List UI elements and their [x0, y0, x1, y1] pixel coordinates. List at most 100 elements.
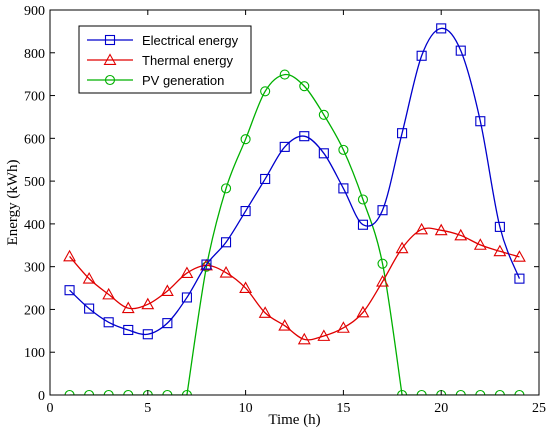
data-point-square	[299, 131, 310, 142]
data-point-square	[260, 173, 271, 185]
data-point-circle	[455, 389, 466, 395]
data-point-square	[416, 50, 427, 61]
data-point-circle	[377, 258, 388, 269]
y-tick-label: 200	[24, 303, 45, 318]
data-point-triangle	[434, 223, 448, 236]
data-point-circle	[494, 389, 505, 395]
data-point-circle	[338, 144, 349, 155]
data-point-triangle	[473, 238, 487, 250]
data-point-circle	[514, 389, 525, 395]
series-layer	[63, 23, 526, 395]
y-tick-label: 800	[24, 47, 45, 62]
y-tick-label: 600	[24, 132, 45, 147]
series-line	[69, 227, 520, 341]
data-point-triangle	[200, 258, 213, 271]
data-point-triangle	[63, 249, 76, 262]
data-point-circle	[123, 389, 134, 395]
series-line	[186, 73, 403, 395]
ticks-layer: 0 5 10 15 20 25 0 100 200 300 400 500 600 700 800 900	[24, 4, 546, 416]
legend-item: Thermal energy	[87, 53, 234, 68]
legend-marker-circle	[104, 74, 116, 86]
data-point-triangle	[415, 222, 429, 235]
data-point-circle	[64, 389, 75, 395]
data-point-square	[84, 303, 95, 314]
data-point-circle	[103, 389, 114, 395]
y-tick-label: 100	[24, 346, 45, 361]
data-point-circle	[84, 389, 95, 395]
y-axis-label: Energy (kWh)	[5, 160, 21, 246]
data-point-circle	[357, 194, 369, 205]
data-point-triangle	[336, 321, 350, 333]
legend-marker-triangle	[103, 53, 117, 65]
data-point-square	[338, 183, 349, 194]
series-line	[69, 27, 521, 336]
data-point-square	[436, 23, 447, 34]
data-point-square	[455, 45, 466, 56]
y-tick-label: 300	[24, 261, 45, 276]
data-point-square	[475, 116, 486, 127]
data-point-square	[103, 317, 114, 328]
x-tick-label: 25	[532, 401, 546, 416]
data-point-square	[494, 221, 505, 232]
data-point-square	[279, 141, 290, 152]
data-point-triangle	[160, 284, 174, 297]
series-circle	[64, 69, 525, 395]
data-point-circle	[397, 389, 408, 395]
data-point-triangle	[454, 228, 468, 241]
data-point-circle	[181, 389, 192, 395]
legend-item: PV generation	[87, 73, 224, 88]
data-point-triangle	[82, 272, 96, 284]
data-point-square	[514, 273, 525, 284]
y-tick-label: 700	[24, 90, 45, 105]
series-square	[64, 23, 525, 340]
data-point-triangle	[317, 329, 331, 341]
plot-frame	[49, 9, 540, 396]
x-tick-label: 20	[434, 401, 448, 416]
data-point-circle	[162, 389, 173, 395]
data-point-circle	[260, 86, 271, 97]
data-point-circle	[318, 109, 329, 120]
y-tick-label: 500	[24, 175, 45, 190]
legend-label: Thermal energy	[142, 53, 234, 68]
data-point-circle	[299, 81, 310, 92]
data-point-triangle	[376, 275, 389, 287]
data-point-square	[142, 329, 153, 340]
legend-item: Electrical energy	[87, 33, 239, 48]
legend-marker-square	[104, 34, 116, 46]
y-tick-label: 900	[24, 4, 45, 19]
data-point-square	[162, 318, 173, 329]
x-axis-label: Time (h)	[268, 412, 320, 428]
data-point-square	[240, 206, 251, 217]
data-point-circle	[279, 69, 290, 80]
data-point-triangle	[513, 250, 526, 262]
legend-label: Electrical energy	[142, 33, 239, 48]
y-tick-label: 0	[38, 389, 45, 404]
data-point-triangle	[180, 266, 194, 279]
data-point-circle	[416, 389, 427, 395]
data-point-square	[201, 259, 212, 270]
data-point-triangle	[297, 332, 311, 345]
data-point-square	[357, 219, 369, 230]
data-point-triangle	[239, 281, 253, 294]
data-point-square	[377, 205, 388, 216]
data-point-triangle	[102, 287, 116, 300]
data-point-triangle	[395, 241, 409, 254]
y-tick-label: 400	[24, 218, 45, 233]
legend-label: PV generation	[142, 73, 224, 88]
x-tick-label: 5	[144, 401, 151, 416]
data-point-triangle	[141, 297, 155, 310]
data-point-square	[220, 237, 232, 248]
data-point-triangle	[356, 305, 370, 318]
data-point-triangle	[121, 301, 135, 314]
data-point-square	[318, 148, 329, 159]
data-point-triangle	[258, 306, 272, 318]
x-tick-label: 10	[239, 401, 253, 416]
data-point-square	[181, 292, 192, 303]
data-point-square	[64, 285, 75, 296]
data-point-circle	[240, 134, 251, 145]
data-point-triangle	[219, 266, 233, 278]
data-point-circle	[475, 389, 486, 395]
series-triangle	[63, 222, 526, 345]
data-point-square	[397, 128, 408, 139]
x-tick-label: 0	[47, 401, 54, 416]
